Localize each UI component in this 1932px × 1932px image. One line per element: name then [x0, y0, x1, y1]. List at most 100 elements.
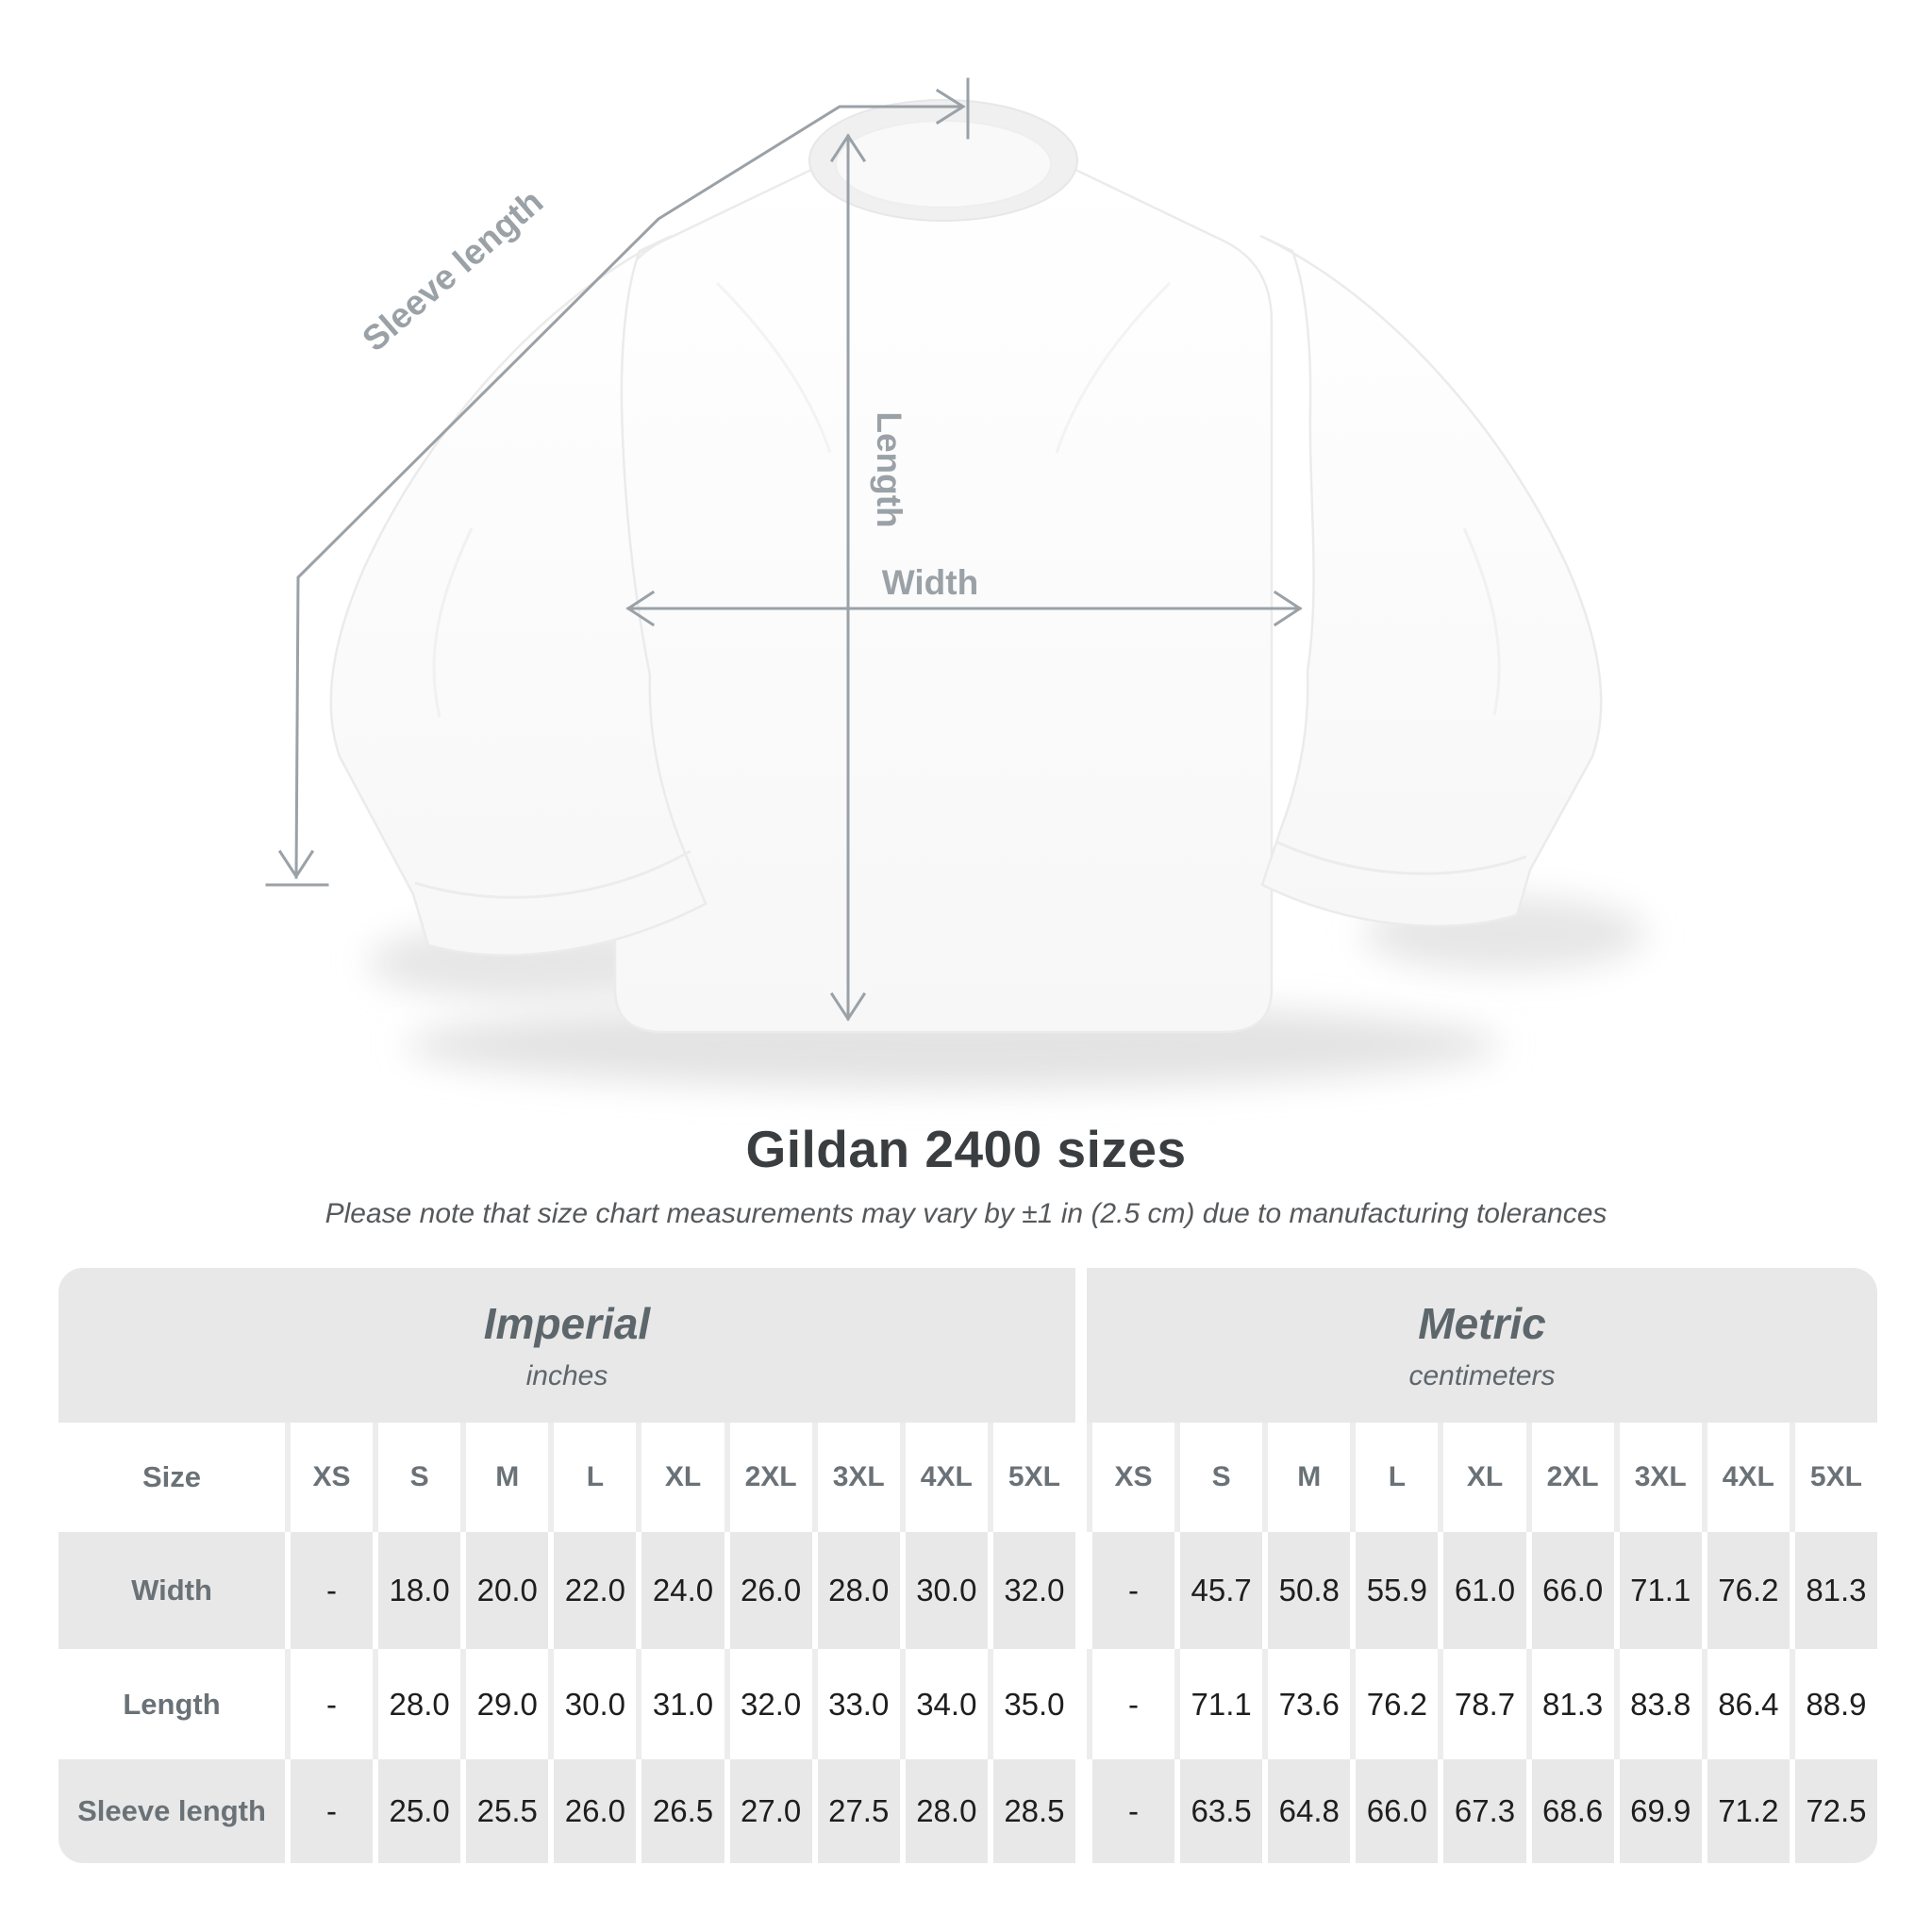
size-column-header: 3XL	[811, 1423, 900, 1532]
size-column-header: 3XL	[1613, 1423, 1702, 1532]
size-column-header: 4XL	[899, 1423, 988, 1532]
size-column-header: L	[548, 1423, 637, 1532]
size-column-header: XS	[1087, 1423, 1175, 1532]
right-sleeve-fold	[1462, 527, 1501, 716]
metric-section-title: Metric	[1418, 1299, 1546, 1348]
size-column-header: L	[1350, 1423, 1439, 1532]
table-row: Length -28.0 29.0 30.0 31.0 32.0 33.0 34.0 35.0-…	[58, 1649, 1877, 1759]
measurement-cell: 18.0	[373, 1532, 461, 1649]
measurement-cell: 35.0	[987, 1649, 1075, 1759]
table-row: Sleeve length -25.0 25.5 26.0 26.5 27.0 27.5 28…	[58, 1759, 1877, 1863]
measurement-cell: -	[1087, 1649, 1175, 1759]
measurement-cell: 32.0	[987, 1532, 1075, 1649]
row-label: Sleeve length	[58, 1759, 285, 1863]
shirt-diagram: Sleeve length Length Width	[265, 77, 1646, 1089]
metric-section-header: Metric centimeters	[1087, 1268, 1877, 1423]
size-table: Imperial inches Metric centimeters Size X…	[58, 1268, 1877, 1863]
shirt-body-fold	[1055, 281, 1172, 454]
page-subtitle: Please note that size chart measurements…	[325, 1198, 1607, 1229]
measurement-cell: 28.0	[811, 1532, 900, 1649]
measurement-cell: 50.8	[1262, 1532, 1351, 1649]
section-gap	[1075, 1423, 1087, 1532]
size-column-header: 4XL	[1701, 1423, 1790, 1532]
left-sleeve-fold	[432, 527, 474, 718]
measurement-cell: 81.3	[1789, 1532, 1877, 1649]
size-column-header: 2XL	[724, 1423, 812, 1532]
measurement-cell: 73.6	[1262, 1649, 1351, 1759]
table-header-row: Size XS S M L XL 2XL 3XL 4XL 5XL XS S M L XL 2XL 3XL 4XL 5…	[58, 1423, 1877, 1532]
page-title: Gildan 2400 sizes	[745, 1120, 1187, 1178]
row-label: Width	[58, 1532, 285, 1649]
measurement-cell: 27.0	[724, 1759, 812, 1863]
imperial-group: -28.0 29.0 30.0 31.0 32.0 33.0 34.0 35.0	[285, 1649, 1075, 1759]
metric-group: -45.7 50.8 55.9 61.0 66.0 71.1 76.2 81.3	[1087, 1532, 1877, 1649]
measurement-cell: 69.9	[1613, 1759, 1702, 1863]
shirt-right-sleeve	[1259, 234, 1603, 927]
width-label: Width	[882, 563, 978, 602]
width-measure-line	[625, 590, 1303, 627]
unit-section-row: Imperial inches Metric centimeters	[58, 1268, 1877, 1423]
measurement-cell: 34.0	[899, 1649, 988, 1759]
imperial-section-title: Imperial	[483, 1299, 651, 1348]
measurement-cell: 22.0	[548, 1532, 637, 1649]
size-column-header: 5XL	[1789, 1423, 1877, 1532]
measurement-cell: 26.0	[724, 1532, 812, 1649]
measurement-cell: 30.0	[548, 1649, 637, 1759]
measurement-cell: -	[285, 1759, 374, 1863]
metric-group: -63.5 64.8 66.0 67.3 68.6 69.9 71.2 72.5	[1087, 1759, 1877, 1863]
imperial-section-header: Imperial inches	[58, 1268, 1075, 1423]
measurement-cell: 61.0	[1438, 1532, 1526, 1649]
measurement-cell: 55.9	[1350, 1532, 1439, 1649]
measurement-cell: 71.1	[1174, 1649, 1263, 1759]
imperial-section-units: inches	[525, 1360, 608, 1391]
shirt-left-sleeve	[329, 234, 708, 957]
section-gap	[1075, 1268, 1087, 1423]
shirt-body-fold	[715, 281, 832, 454]
measurement-cell: 67.3	[1438, 1759, 1526, 1863]
measurement-cell: 78.7	[1438, 1649, 1526, 1759]
sleeve-length-measure-line	[265, 77, 970, 887]
size-column-header: XS	[285, 1423, 374, 1532]
section-gap	[1075, 1532, 1087, 1649]
measurement-cell: 29.0	[460, 1649, 549, 1759]
metric-group: -71.1 73.6 76.2 78.7 81.3 83.8 86.4 88.9	[1087, 1649, 1877, 1759]
measurement-cell: 76.2	[1701, 1532, 1790, 1649]
size-col-label: Size	[58, 1423, 285, 1532]
section-gap	[1075, 1759, 1087, 1863]
measurement-cell: 71.2	[1701, 1759, 1790, 1863]
measurement-cell: 28.0	[899, 1759, 988, 1863]
row-label: Length	[58, 1649, 285, 1759]
measurement-cell: 68.6	[1525, 1759, 1614, 1863]
measurement-cell: 26.5	[636, 1759, 724, 1863]
length-measure-line	[829, 133, 867, 1022]
measurement-cell: -	[1087, 1532, 1175, 1649]
measurement-cell: 88.9	[1789, 1649, 1877, 1759]
measurement-cell: 33.0	[811, 1649, 900, 1759]
metric-group: XS S M L XL 2XL 3XL 4XL 5XL	[1087, 1423, 1877, 1532]
size-column-header: M	[460, 1423, 549, 1532]
size-column-header: XL	[1438, 1423, 1526, 1532]
size-column-header: M	[1262, 1423, 1351, 1532]
measurement-cell: 86.4	[1701, 1649, 1790, 1759]
measurement-cell: 28.0	[373, 1649, 461, 1759]
measurement-cell: 66.0	[1525, 1532, 1614, 1649]
measurement-cell: 25.5	[460, 1759, 549, 1863]
metric-section-units: centimeters	[1408, 1360, 1556, 1391]
measurement-cell: 26.0	[548, 1759, 637, 1863]
measurement-cell: 72.5	[1789, 1759, 1877, 1863]
collar-inner	[835, 120, 1052, 208]
measurement-cell: 81.3	[1525, 1649, 1614, 1759]
measurement-cell: 27.5	[811, 1759, 900, 1863]
measurement-cell: 25.0	[373, 1759, 461, 1863]
imperial-group: XS S M L XL 2XL 3XL 4XL 5XL	[285, 1423, 1075, 1532]
heading: Gildan 2400 sizes Please note that size …	[0, 1119, 1932, 1230]
measurement-cell: 24.0	[636, 1532, 724, 1649]
table-row: Width -18.0 20.0 22.0 24.0 26.0 28.0 30.0 32.0-4…	[58, 1532, 1877, 1649]
measurement-cell: 66.0	[1350, 1759, 1439, 1863]
measurement-cell: 28.5	[987, 1759, 1075, 1863]
measurement-cell: 20.0	[460, 1532, 549, 1649]
measurement-cell: 76.2	[1350, 1649, 1439, 1759]
measurement-cell: -	[1087, 1759, 1175, 1863]
length-label: Length	[870, 411, 908, 527]
